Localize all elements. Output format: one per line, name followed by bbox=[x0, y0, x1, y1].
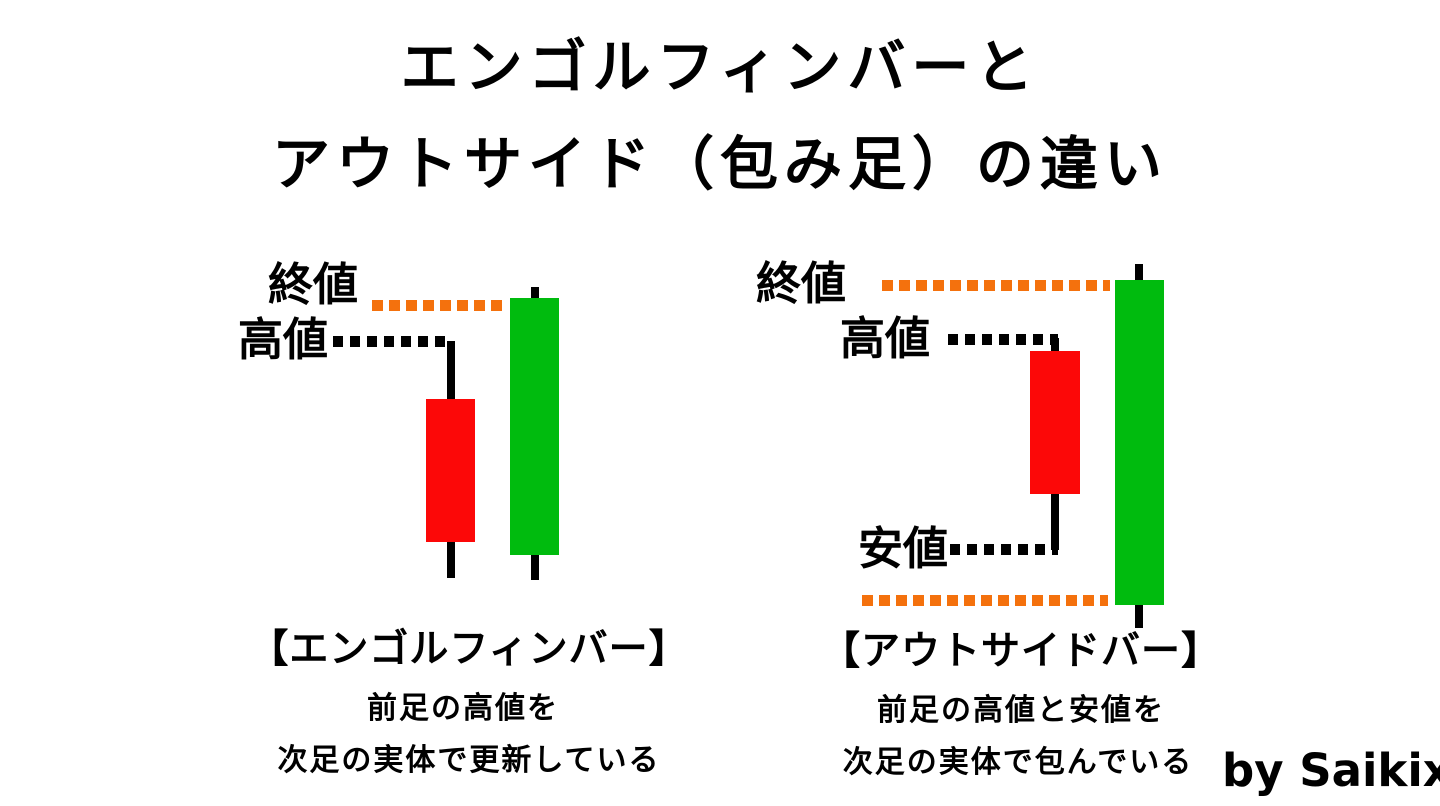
page-title-line1: エンゴルフィンバーと bbox=[400, 33, 1040, 101]
outside-caption-line1: 前足の高値と安値を bbox=[877, 693, 1165, 728]
low-price-label: 安値 bbox=[858, 522, 949, 575]
engulfing-caption-line2: 次足の実体で更新している bbox=[277, 743, 661, 778]
high-price-label: 高値 bbox=[238, 313, 329, 366]
outside-caption-heading: 【アウトサイドバー】 bbox=[820, 629, 1221, 674]
outside-caption-line2: 次足の実体で包んでいる bbox=[842, 745, 1194, 780]
low-price-dotted-line bbox=[950, 544, 1058, 555]
bullish-candle-body bbox=[510, 298, 559, 555]
engulfing-caption-heading: 【エンゴルフィンバー】 bbox=[249, 627, 689, 672]
open-price-dotted-line bbox=[862, 595, 1108, 606]
page-title-line2: アウトサイド（包み足）の違い bbox=[271, 130, 1168, 198]
bearish-candle-body bbox=[426, 399, 475, 542]
close-price-dotted-line bbox=[882, 280, 1110, 291]
close-price-label: 終値 bbox=[756, 257, 847, 310]
close-price-dotted-line bbox=[372, 300, 502, 311]
close-price-label: 終値 bbox=[268, 258, 359, 311]
high-price-dotted-line bbox=[333, 336, 445, 347]
author-credit: by Saikix bbox=[1222, 744, 1440, 797]
high-price-dotted-line bbox=[948, 334, 1058, 345]
bearish-candle-body bbox=[1030, 351, 1080, 494]
high-price-label: 高値 bbox=[840, 312, 931, 365]
engulfing-caption-line1: 前足の高値を bbox=[367, 691, 559, 726]
bullish-candle-body bbox=[1115, 280, 1164, 605]
